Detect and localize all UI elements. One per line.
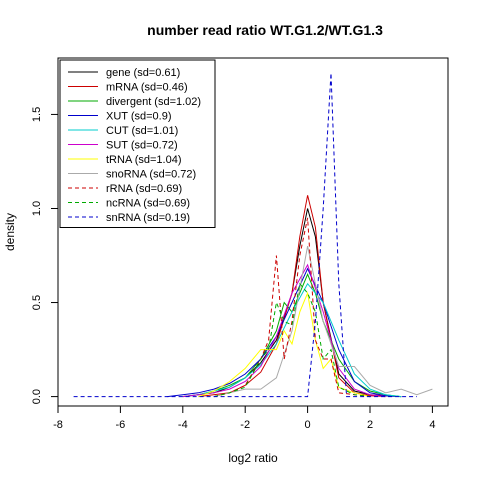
series-line-6 xyxy=(198,291,371,398)
legend-label: divergent (sd=1.02) xyxy=(106,96,201,108)
legend: gene (sd=0.61) mRNA (sd=0.46) divergent (s… xyxy=(59,59,216,228)
x-axis-label: log2 ratio xyxy=(228,451,278,465)
legend-label: snoRNA (sd=0.72) xyxy=(106,169,196,181)
legend-label: snRNA (sd=0.19) xyxy=(106,212,190,224)
legend-label: CUT (sd=1.01) xyxy=(106,125,178,137)
x-axis: -8 -6 -4 -2 0 2 4 xyxy=(53,405,435,431)
x-tick-label: -6 xyxy=(116,419,126,431)
legend-label: tRNA (sd=1.04) xyxy=(106,154,182,166)
legend-label: gene (sd=0.61) xyxy=(106,67,180,79)
x-tick-label: -2 xyxy=(240,419,250,431)
legend-label: ncRNA (sd=0.69) xyxy=(106,198,190,210)
x-tick-label: -4 xyxy=(178,419,188,431)
y-tick-label: 1.0 xyxy=(31,201,43,216)
series-line-8 xyxy=(213,217,371,398)
y-tick-label: 0.5 xyxy=(31,295,43,310)
y-tick-label: 0.0 xyxy=(31,389,43,404)
series-line-3 xyxy=(167,267,402,398)
y-axis: 0.0 0.5 1.0 1.5 xyxy=(31,107,59,404)
chart-title: number read ratio WT.G1.2/WT.G1.3 xyxy=(147,22,383,38)
x-tick-label: 2 xyxy=(367,419,373,431)
series-group xyxy=(73,72,433,398)
x-tick-label: 0 xyxy=(305,419,311,431)
x-tick-label: 4 xyxy=(429,419,435,431)
legend-box xyxy=(59,59,216,228)
series-line-4 xyxy=(182,282,402,398)
legend-label: XUT (sd=0.9) xyxy=(106,111,172,123)
x-tick-label: -8 xyxy=(53,419,63,431)
legend-label: rRNA (sd=0.69) xyxy=(106,183,182,195)
legend-label: SUT (sd=0.72) xyxy=(106,140,178,152)
y-tick-label: 1.5 xyxy=(31,107,43,122)
y-axis-label: density xyxy=(3,213,17,251)
legend-label: mRNA (sd=0.46) xyxy=(106,82,188,94)
series-line-7 xyxy=(213,245,433,398)
series-line-9 xyxy=(213,282,371,398)
series-line-1 xyxy=(198,195,386,398)
series-line-5 xyxy=(182,263,386,398)
series-line-10 xyxy=(73,72,417,398)
